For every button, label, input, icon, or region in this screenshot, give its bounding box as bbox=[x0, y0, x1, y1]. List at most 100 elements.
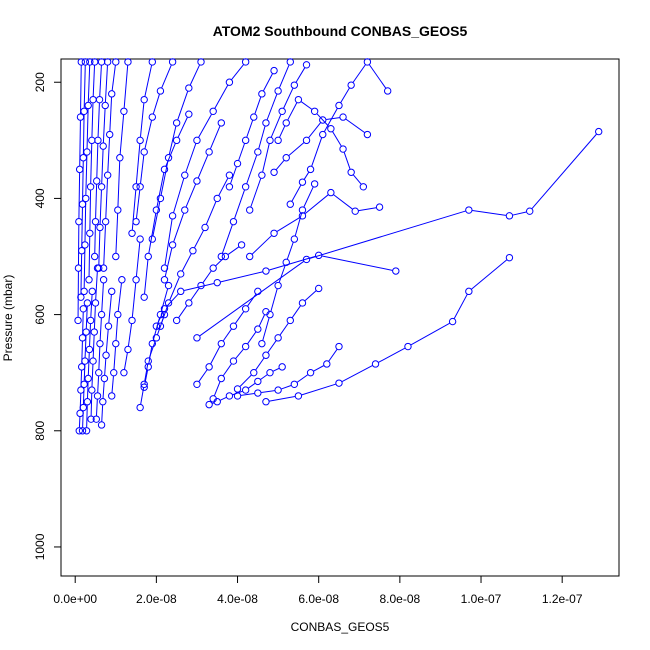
series-segment bbox=[238, 143, 245, 161]
data-point bbox=[97, 310, 106, 319]
y-tick-label: 400 bbox=[33, 188, 47, 208]
series-segment bbox=[270, 114, 282, 138]
series-segment bbox=[341, 365, 373, 382]
series-segment bbox=[453, 294, 468, 319]
data-point bbox=[290, 81, 299, 89]
series-segment bbox=[343, 152, 351, 170]
series-segment bbox=[222, 328, 232, 342]
data-series bbox=[258, 180, 319, 348]
data-series bbox=[87, 264, 102, 423]
data-point bbox=[89, 357, 97, 365]
data-point bbox=[221, 252, 230, 261]
data-series bbox=[120, 235, 144, 377]
data-point bbox=[90, 328, 98, 336]
data-point bbox=[274, 334, 282, 342]
series-segment bbox=[105, 329, 109, 352]
series-segment bbox=[148, 347, 153, 364]
series-segment bbox=[269, 396, 296, 402]
data-point bbox=[103, 171, 112, 179]
series-segment bbox=[79, 120, 81, 166]
data-series bbox=[92, 276, 108, 423]
data-point bbox=[258, 339, 266, 348]
data-point bbox=[465, 287, 473, 296]
series-segment bbox=[278, 265, 286, 283]
series-segment bbox=[102, 381, 105, 399]
data-point bbox=[193, 136, 201, 145]
data-point bbox=[327, 188, 335, 197]
x-tick-label: 4.0e-08 bbox=[217, 592, 258, 606]
series-segment bbox=[80, 370, 83, 387]
data-point bbox=[128, 316, 136, 325]
series-segment bbox=[144, 120, 153, 149]
data-series bbox=[95, 58, 112, 272]
series-segment bbox=[101, 405, 104, 422]
data-point bbox=[78, 200, 87, 208]
series-segment bbox=[309, 210, 466, 259]
series-segment bbox=[248, 383, 256, 389]
series-segment bbox=[160, 288, 169, 312]
data-point bbox=[120, 368, 128, 377]
data-point bbox=[132, 183, 140, 191]
data-point bbox=[82, 427, 91, 435]
series-segment bbox=[135, 190, 141, 219]
series-segment bbox=[251, 235, 272, 255]
data-point bbox=[286, 200, 294, 208]
series-segment bbox=[214, 381, 221, 396]
data-point bbox=[80, 380, 88, 389]
data-point bbox=[339, 113, 347, 121]
data-point bbox=[95, 368, 103, 377]
data-point bbox=[465, 206, 473, 214]
series-segment bbox=[108, 294, 112, 323]
series-segment bbox=[78, 172, 81, 219]
x-tick-label: 2.0e-08 bbox=[136, 592, 177, 606]
data-point bbox=[108, 90, 116, 98]
data-point bbox=[241, 386, 250, 394]
series-segment bbox=[210, 125, 221, 149]
series-segment bbox=[303, 172, 310, 180]
data-point bbox=[74, 264, 83, 272]
series-segment bbox=[283, 88, 294, 109]
series-segment bbox=[99, 65, 102, 97]
series-segment bbox=[291, 184, 302, 202]
data-point bbox=[96, 223, 104, 232]
series-segment bbox=[410, 322, 450, 346]
series-segment bbox=[220, 396, 227, 401]
x-tick-label: 6.0e-08 bbox=[298, 592, 339, 606]
data-point bbox=[241, 342, 250, 351]
data-point bbox=[217, 119, 225, 127]
data-point bbox=[99, 398, 107, 406]
series-segment bbox=[168, 126, 177, 155]
series-segment bbox=[266, 94, 278, 120]
series-segment bbox=[333, 194, 353, 210]
data-point bbox=[298, 299, 307, 307]
series-segment bbox=[212, 402, 215, 404]
data-point bbox=[84, 101, 92, 110]
data-point bbox=[229, 357, 238, 365]
series-segment bbox=[95, 399, 98, 416]
series-segment bbox=[103, 225, 106, 265]
x-axis: 0.0e+00 2.0e-08 4.0e-08 6.0e-08 8.0e-08 1.0e-… bbox=[53, 575, 583, 606]
series-segment bbox=[99, 318, 102, 341]
data-point bbox=[213, 278, 221, 287]
data-point bbox=[371, 360, 380, 368]
data-series bbox=[97, 287, 116, 429]
series-segment bbox=[272, 367, 280, 372]
data-point bbox=[97, 58, 106, 66]
data-point bbox=[128, 229, 136, 237]
series-segment bbox=[300, 101, 313, 110]
data-point bbox=[160, 310, 169, 319]
series-segment bbox=[97, 376, 100, 393]
data-point bbox=[83, 299, 92, 307]
series-segment bbox=[166, 293, 179, 307]
series-segment bbox=[328, 349, 338, 362]
series-segment bbox=[202, 270, 212, 283]
series-segment bbox=[198, 114, 212, 138]
data-point bbox=[89, 95, 97, 104]
data-point bbox=[250, 113, 258, 121]
series-segment bbox=[262, 143, 270, 172]
data-point bbox=[148, 113, 157, 121]
data-point bbox=[132, 217, 140, 226]
data-point bbox=[144, 252, 152, 261]
data-point bbox=[254, 325, 262, 333]
series-segment bbox=[250, 178, 262, 207]
